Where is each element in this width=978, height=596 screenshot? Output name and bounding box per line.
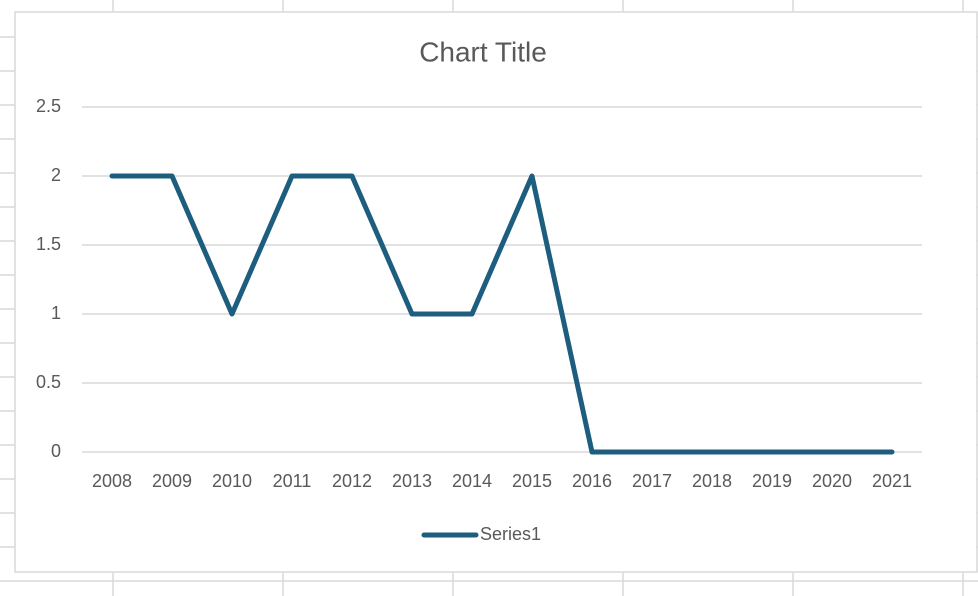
x-tick-label: 2009 bbox=[152, 471, 192, 491]
x-tick-label: 2013 bbox=[392, 471, 432, 491]
x-tick-label: 2018 bbox=[692, 471, 732, 491]
y-tick-label: 0.5 bbox=[36, 372, 61, 392]
x-tick-label: 2012 bbox=[332, 471, 372, 491]
series-line bbox=[109, 173, 895, 455]
x-tick-label: 2010 bbox=[212, 471, 252, 491]
x-tick-label: 2021 bbox=[872, 471, 912, 491]
x-tick-label: 2019 bbox=[752, 471, 792, 491]
x-tick-label: 2011 bbox=[273, 471, 312, 491]
x-tick-label: 2020 bbox=[812, 471, 852, 491]
x-tick-label: 2017 bbox=[632, 471, 672, 491]
x-tick-label: 2008 bbox=[92, 471, 132, 491]
legend-label: Series1 bbox=[480, 524, 541, 544]
y-tick-label: 1 bbox=[51, 303, 61, 323]
chart-area bbox=[14, 11, 978, 573]
y-tick-label: 2 bbox=[51, 165, 61, 185]
y-tick-label: 0 bbox=[51, 441, 61, 461]
x-tick-label: 2016 bbox=[572, 471, 612, 491]
y-tick-label: 2.5 bbox=[36, 96, 61, 116]
x-tick-label: 2014 bbox=[452, 471, 492, 491]
x-tick-label: 2015 bbox=[512, 471, 552, 491]
y-tick-label: 1.5 bbox=[36, 234, 61, 254]
chart-title: Chart Title bbox=[419, 36, 547, 67]
